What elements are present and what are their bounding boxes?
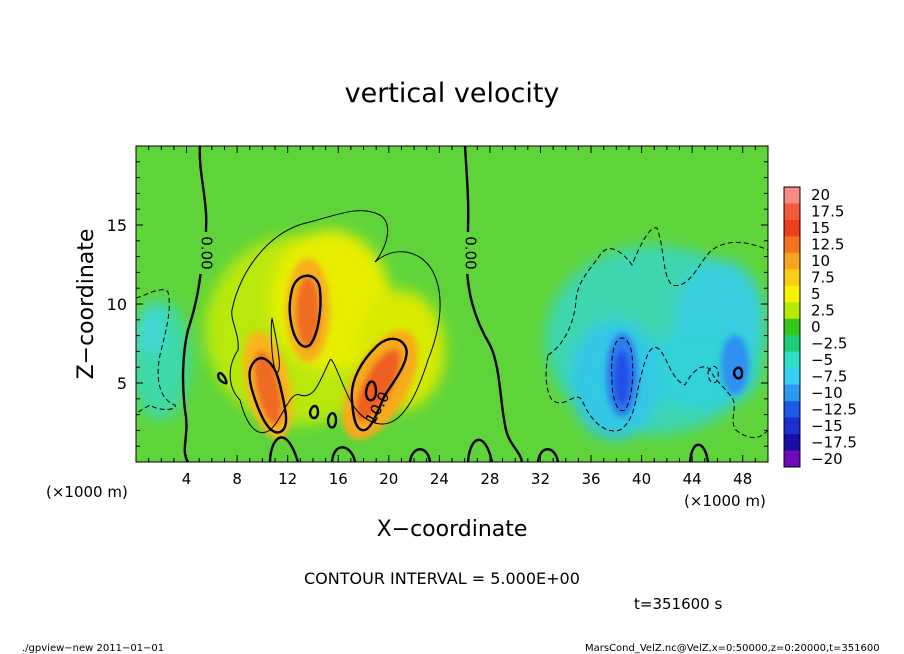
y-tick-label: 15	[107, 216, 127, 235]
plot-area: 0.00 0.00 10.0	[136, 146, 768, 462]
colorbar-label: −20	[811, 450, 843, 468]
colorbar-swatch	[784, 252, 800, 270]
colorbar-swatch	[784, 401, 800, 419]
colorbar-label: 0	[811, 318, 821, 336]
colorbar-swatch	[784, 434, 800, 452]
colorbar-label: −17.5	[811, 433, 857, 451]
contour-label: 0.00	[462, 236, 480, 269]
negative-contours	[136, 227, 768, 438]
positive-contours-thin	[229, 210, 441, 433]
colorbar-label: 10	[811, 252, 830, 270]
colorbar-label: −10	[811, 384, 843, 402]
contour-neg-small	[707, 365, 719, 384]
x-unit-left: (×1000 m)	[46, 483, 128, 501]
colorbar-swatch	[784, 187, 800, 204]
contour-10-small	[364, 380, 378, 402]
x-tick-label: 12	[278, 470, 297, 488]
x-tick-label: 40	[632, 470, 651, 488]
colorbar-swatch	[784, 285, 800, 303]
y-axis-label: Z−coordinate	[74, 229, 99, 380]
colorbar-label: −5	[811, 351, 833, 369]
x-axis-label: X−coordinate	[377, 517, 528, 542]
colorbar-swatch	[784, 368, 800, 386]
x-tick-label: 24	[430, 470, 449, 488]
colorbar-swatch	[784, 450, 800, 468]
x-tick-label: 32	[531, 470, 550, 488]
colorbar-label: 15	[811, 219, 830, 237]
footer-right: MarsCond_VelZ.nc@VelZ,x=0:50000,z=0:2000…	[585, 643, 880, 654]
contour-5-inner	[270, 317, 280, 373]
colorbar-label: −2.5	[811, 334, 847, 352]
time-stamp: t=351600 s	[634, 595, 722, 613]
contour-10-right	[350, 337, 408, 432]
colorbar-swatch	[784, 417, 800, 435]
contour-5-main	[229, 210, 441, 433]
contour-neg10	[611, 337, 634, 412]
colorbar-frame	[783, 186, 801, 468]
colorbar-label: 12.5	[811, 236, 844, 254]
x-tick-label: 44	[683, 470, 702, 488]
colorbar-swatch	[784, 318, 800, 336]
colorbar-label: −15	[811, 417, 843, 435]
contour-neg5-right	[545, 227, 768, 438]
contour-interval-note: CONTOUR INTERVAL = 5.000E+00	[304, 569, 580, 588]
colorbar-swatch	[784, 351, 800, 369]
x-tick-label: 48	[733, 470, 752, 488]
colorbar-swatch	[784, 335, 800, 353]
y-tick-label: 5	[117, 374, 127, 393]
colorbar-label: 7.5	[811, 269, 835, 287]
colorbar-swatch	[784, 384, 800, 402]
positive-contours-thick	[248, 274, 744, 434]
colorbar-swatch	[784, 219, 800, 237]
contour-neg5-left	[136, 289, 176, 417]
zero-contour-center	[463, 146, 524, 462]
chart-title: vertical velocity	[345, 78, 560, 109]
zero-contour-bump	[688, 443, 710, 462]
x-tick-label: 8	[232, 470, 242, 488]
colorbar-swatch	[784, 236, 800, 254]
contour-10-small	[308, 404, 320, 420]
y-axis: 5 10 15	[107, 161, 768, 447]
colorbar-label: 17.5	[811, 203, 844, 221]
colorbar-label: −7.5	[811, 367, 847, 385]
colorbar-swatch	[784, 302, 800, 320]
contour-label: 0.00	[198, 236, 216, 269]
x-tick-label: 4	[182, 470, 192, 488]
contour-10-small	[732, 366, 744, 380]
zero-contour-bump	[217, 371, 228, 385]
x-unit-right: (×1000 m)	[684, 492, 766, 510]
zero-contour-bump	[268, 436, 300, 462]
zero-contour-bump	[330, 446, 357, 462]
colorbar-swatch	[784, 203, 800, 221]
x-tick-label: 20	[379, 470, 398, 488]
colorbar: 2017.51512.5107.552.50−2.5−5−7.5−10−12.5…	[783, 186, 857, 468]
colorbar-label: 5	[811, 285, 821, 303]
footer-left: ./gpview−new 2011−01−01	[22, 643, 164, 654]
x-tick-label: 28	[480, 470, 499, 488]
contour-10-small	[326, 412, 338, 429]
zero-contour-bump	[466, 438, 494, 462]
contour-10-left	[248, 356, 288, 434]
colorbar-label: −12.5	[811, 400, 857, 418]
colorbar-label: 20	[811, 186, 830, 204]
zero-contours	[181, 146, 710, 462]
y-tick-label: 10	[107, 295, 127, 314]
contour-10-top	[288, 274, 322, 348]
x-tick-label: 16	[329, 470, 348, 488]
colorbar-swatch	[784, 269, 800, 287]
colorbar-label: 2.5	[811, 302, 835, 320]
zero-contour-bump	[408, 448, 432, 462]
zero-contour-bump	[536, 448, 560, 462]
x-tick-label: 36	[581, 470, 600, 488]
x-axis: 4 8 12 16 20 24 28 32 36 40 44 48	[148, 146, 756, 488]
zero-contour-left	[181, 146, 208, 462]
